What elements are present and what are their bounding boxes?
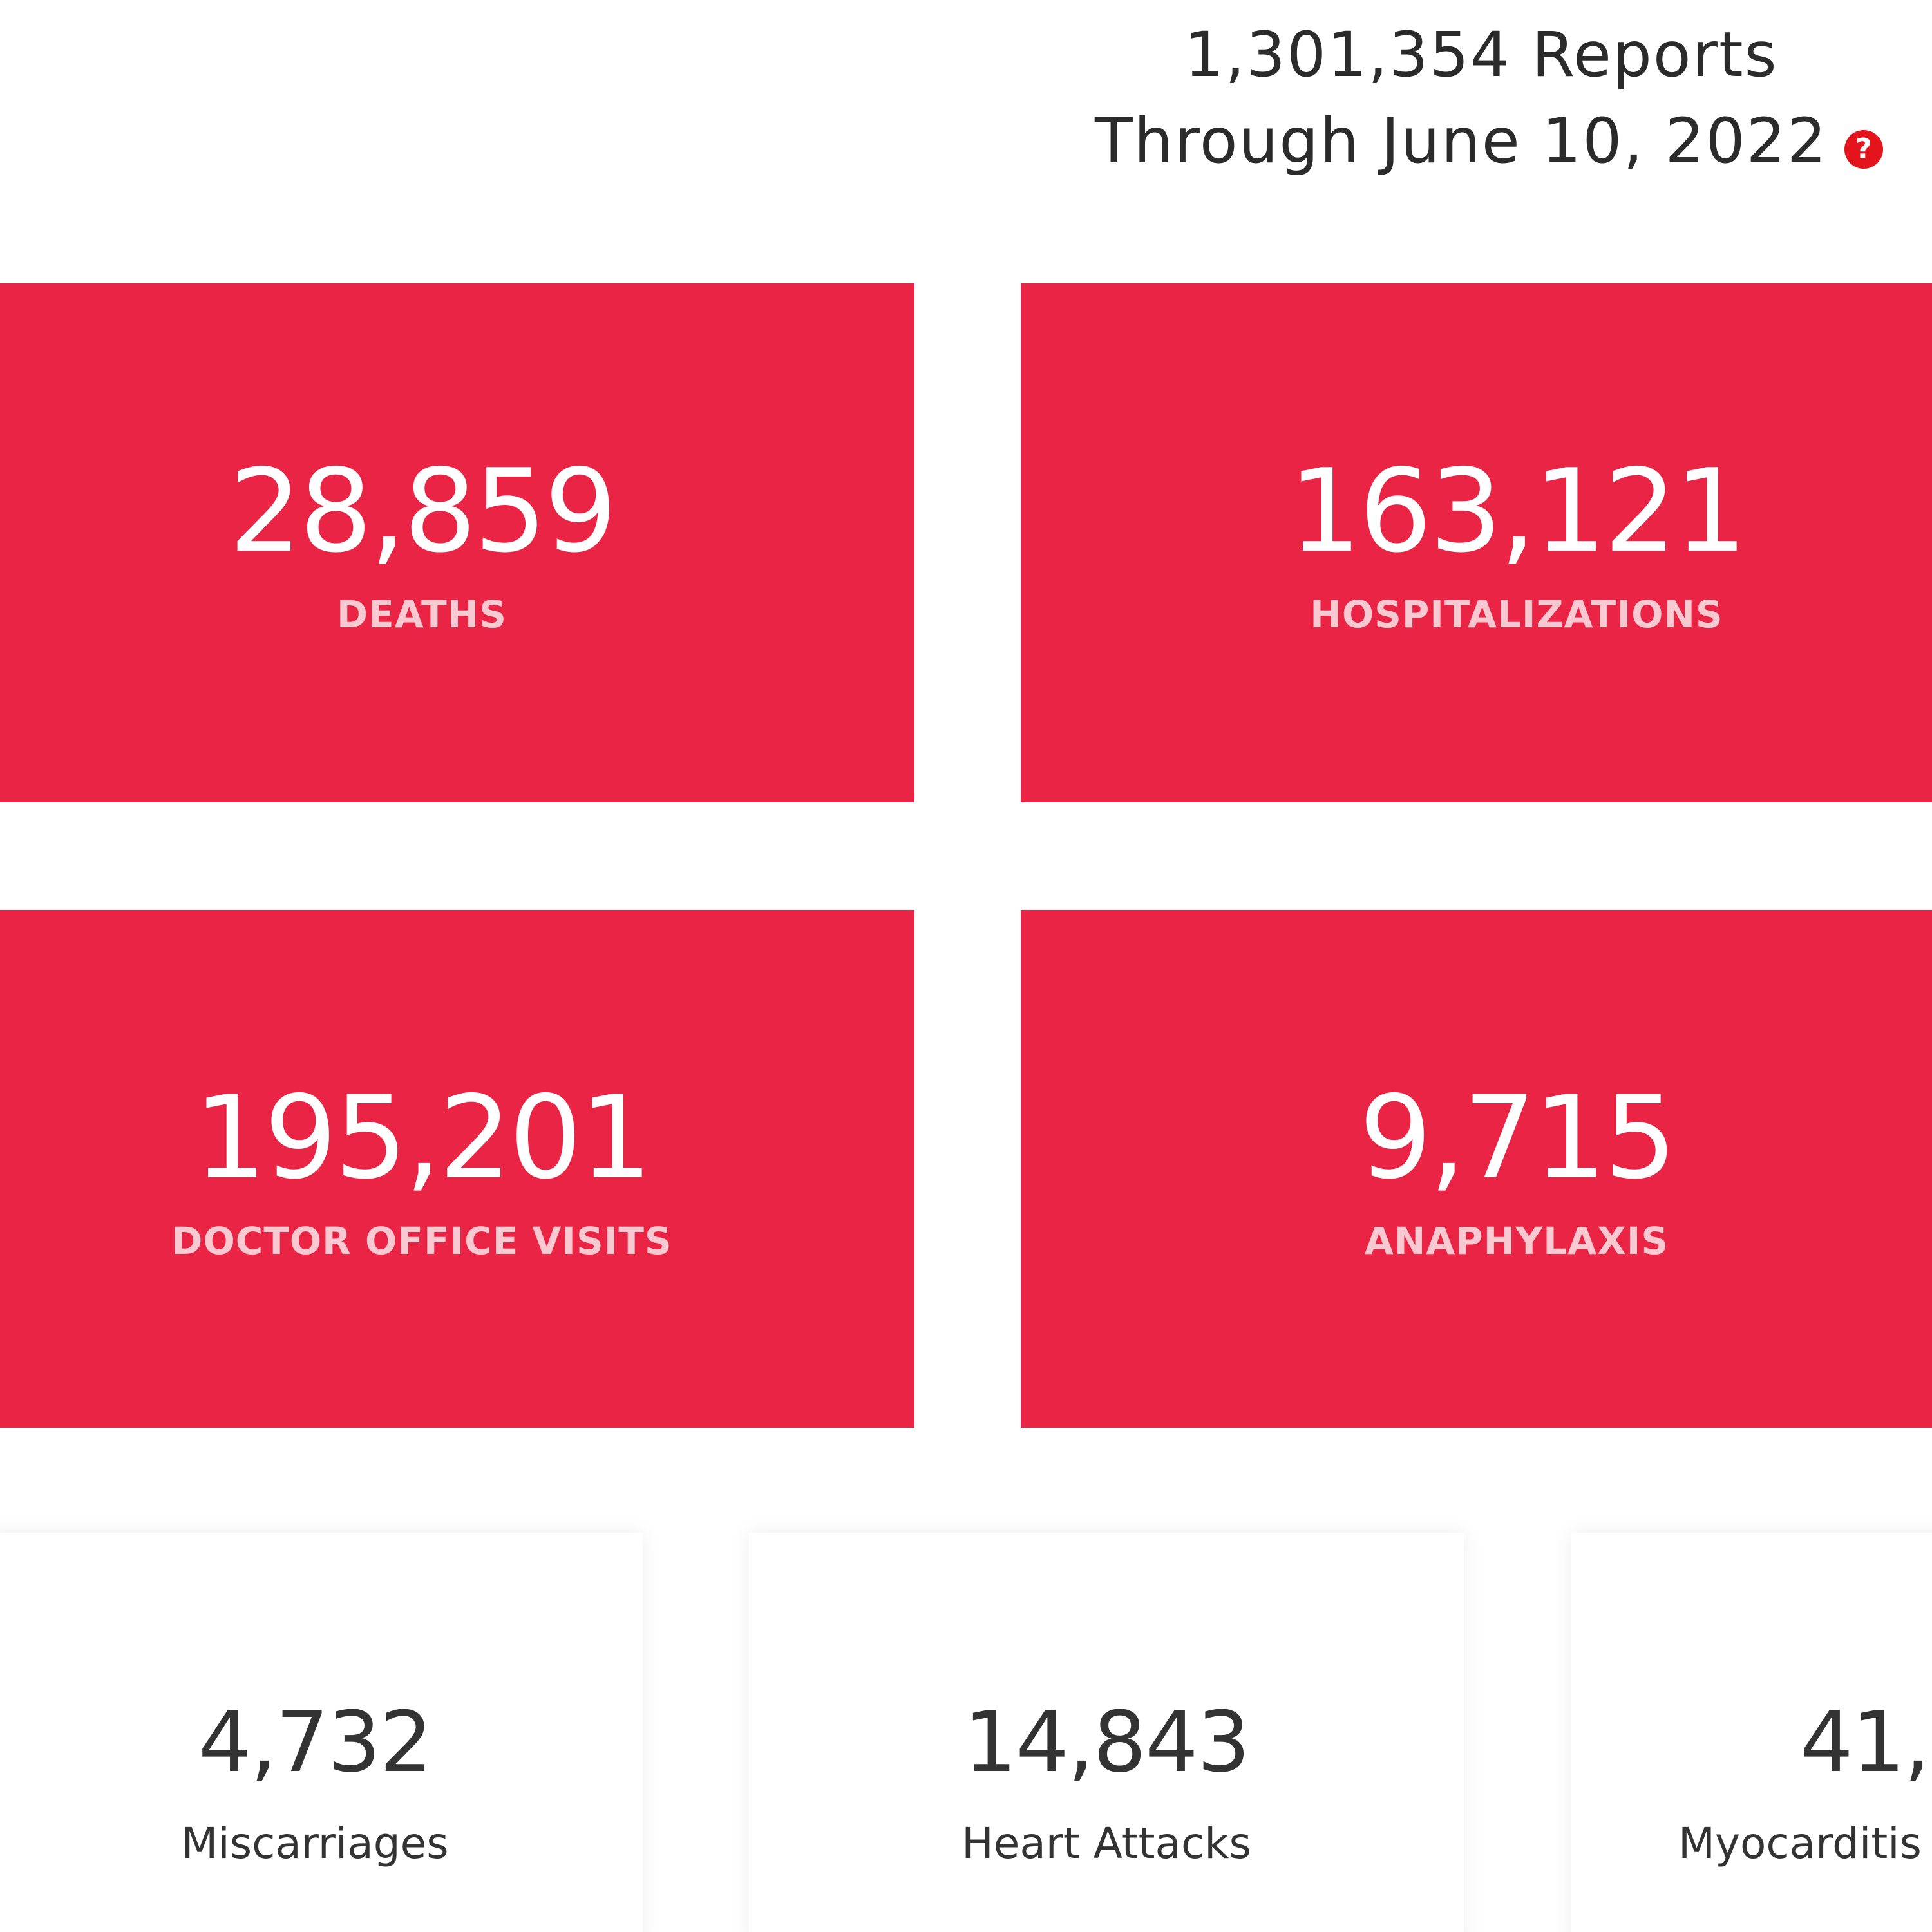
stat-card-miscarriages: 4,732 Miscarriages <box>0 1533 643 1932</box>
stat-label: HOSPITALIZATIONS <box>1310 592 1723 636</box>
question-circle-icon[interactable]: ? <box>1844 129 1883 169</box>
through-date-line: Through June 10, 2022? <box>1095 98 1883 184</box>
reports-count-text: 1,301,354 Reports <box>1184 19 1778 91</box>
stat-label: Myocarditis <box>1678 1819 1922 1868</box>
stat-value: 163,121 <box>1288 444 1747 578</box>
stat-label: Miscarriages <box>181 1819 449 1868</box>
stat-card-doctor-office-visits: 195,201 DOCTOR OFFICE VISITS <box>0 910 914 1428</box>
stat-value: 41,9 <box>1800 1693 1932 1791</box>
stat-label: DOCTOR OFFICE VISITS <box>171 1219 672 1263</box>
stat-label: Heart Attacks <box>961 1819 1251 1868</box>
stat-value: 4,732 <box>198 1693 433 1791</box>
stat-value: 9,715 <box>1359 1071 1677 1204</box>
stat-card-heart-attacks: 14,843 Heart Attacks <box>749 1533 1464 1932</box>
stat-label: ANAPHYLAXIS <box>1364 1219 1669 1263</box>
stat-value: 195,201 <box>193 1071 652 1204</box>
stat-value: 14,843 <box>963 1693 1251 1791</box>
stat-card-hospitalizations: 163,121 HOSPITALIZATIONS <box>1021 283 1932 802</box>
through-date-text: Through June 10, 2022 <box>1095 105 1828 177</box>
report-summary-header: 1,301,354 Reports Through June 10, 2022? <box>1095 12 1883 184</box>
stat-card-myocarditis: 41,9 Myocarditis <box>1571 1533 1932 1932</box>
stat-card-anaphylaxis: 9,715 ANAPHYLAXIS <box>1021 910 1932 1428</box>
stat-card-deaths: 28,859 DEATHS <box>0 283 914 802</box>
stat-value: 28,859 <box>229 444 618 578</box>
stat-label: DEATHS <box>336 592 507 636</box>
